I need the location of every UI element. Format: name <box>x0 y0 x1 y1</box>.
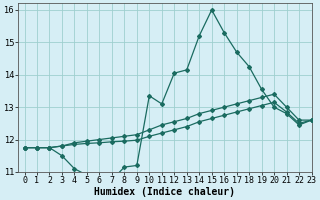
X-axis label: Humidex (Indice chaleur): Humidex (Indice chaleur) <box>94 186 236 197</box>
